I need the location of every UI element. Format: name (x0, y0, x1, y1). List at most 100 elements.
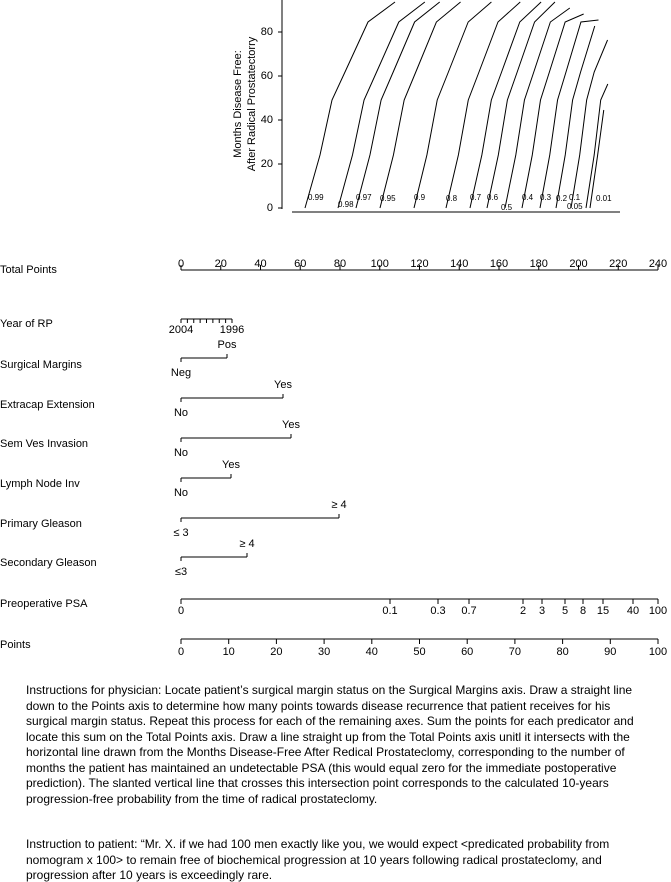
probability-curve (304, 1, 396, 209)
curve-label: 0.6 (487, 193, 499, 202)
axis-label: Preoperative PSA (0, 598, 88, 610)
predictor-low: ≤ 3 (173, 527, 188, 539)
predictor-label: Surgical Margins (0, 359, 82, 371)
predictor-high: Pos (218, 339, 237, 351)
predictor-low: No (174, 447, 188, 459)
axis-tick-label: 20 (270, 646, 282, 658)
probability-curve (379, 1, 461, 209)
predictor-high: 1996 (220, 324, 244, 336)
curve-label: 0.7 (470, 193, 482, 202)
axis-tick-label: 10 (223, 646, 235, 658)
probability-curve (445, 1, 521, 209)
axis-tick-label: 140 (450, 258, 468, 270)
predictor-low: No (174, 407, 188, 419)
axis-tick-label: 100 (371, 258, 389, 270)
probability-curve (504, 7, 571, 209)
axis-tick-label: 0 (178, 646, 184, 658)
axis-tick-label: 80 (556, 646, 568, 658)
y-axis-label: Months Disease Free: After Radical Prost… (232, 36, 258, 171)
curve-label: 0.95 (380, 194, 396, 203)
predictor-high: ≥ 4 (239, 538, 254, 550)
y-tick-label: 60 (261, 70, 273, 82)
axis-tick-label: 60 (294, 258, 306, 270)
curve-label: 0.4 (522, 193, 534, 202)
axis-tick-label: 15 (597, 605, 609, 617)
curve-label: 0.05 (567, 202, 583, 211)
curve-label: 0.3 (540, 193, 552, 202)
axis-tick-label: 0.7 (461, 605, 476, 617)
predictor-low: Neg (171, 367, 191, 379)
axis-tick-label: 180 (530, 258, 548, 270)
y-axis-label-line: After Radical Prostatectorry (246, 36, 258, 171)
axis-tick-label: 0.1 (382, 605, 397, 617)
predictor-high: Yes (282, 419, 300, 431)
y-tick-label: 20 (261, 158, 273, 170)
axis-tick-label: 160 (490, 258, 508, 270)
axis-tick-label: 3 (539, 605, 545, 617)
y-axis-label-line: Months Disease Free: (232, 50, 244, 158)
axis-tick-label: 90 (604, 646, 616, 658)
axis-tick-label: 20 (215, 258, 227, 270)
probability-curve (355, 1, 441, 209)
axis-tick-label: 70 (509, 646, 521, 658)
curve-label: 0.8 (446, 194, 458, 203)
predictor-label: Sem Ves Invasion (0, 438, 88, 450)
probability-curve (486, 1, 556, 209)
axis-tick-label: 120 (410, 258, 428, 270)
predictor-label: Primary Gleason (0, 518, 82, 530)
axis-tick-label: 40 (254, 258, 266, 270)
axis-tick-label: 0 (178, 258, 184, 270)
axis-tick-label: 200 (569, 258, 587, 270)
instructions-physician: Instructions for physician: Locate patie… (26, 683, 634, 806)
curve-label: 0.99 (308, 193, 324, 202)
curve-label: 0.01 (596, 194, 612, 203)
y-tick-label: 0 (267, 202, 273, 214)
predictor-label: Secondary Gleason (0, 557, 97, 569)
axis-label: Points (0, 639, 31, 651)
axis-tick-label: 100 (649, 605, 667, 617)
axis-tick-label: 0.3 (430, 605, 445, 617)
axis-tick-label: 0 (178, 605, 184, 617)
predictor-high: ≥ 4 (331, 499, 346, 511)
probability-curve (585, 83, 609, 209)
probability-curve (555, 25, 596, 209)
predictor-high: Yes (222, 459, 240, 471)
instructions-patient: Instruction to patient: “Mr. X. if we ha… (26, 837, 610, 882)
predictor-low: 2004 (169, 324, 193, 336)
axis-tick-label: 5 (562, 605, 568, 617)
predictor-label: Extracap Extension (0, 399, 95, 411)
axis-tick-label: 30 (318, 646, 330, 658)
predictor-low: No (174, 487, 188, 499)
predictor-label: Year of RP (0, 318, 53, 330)
curve-label: 0.5 (501, 203, 513, 212)
y-tick-label: 40 (261, 114, 273, 126)
probability-curve (337, 1, 426, 209)
axis-tick-label: 80 (334, 258, 346, 270)
curve-label: 0.1 (569, 193, 581, 202)
predictor-low: ≤3 (175, 566, 187, 578)
predictor-label: Lymph Node Inv (0, 478, 80, 490)
probability-curve (521, 13, 584, 209)
curve-label: 0.2 (556, 194, 568, 203)
axis-label: Total Points (0, 264, 57, 276)
axis-tick-label: 40 (627, 605, 639, 617)
axis-tick-label: 220 (609, 258, 627, 270)
axis-tick-label: 100 (649, 646, 667, 658)
axis-tick-label: 40 (366, 646, 378, 658)
probability-curve (413, 1, 492, 209)
axis-tick-label: 2 (520, 605, 526, 617)
axis-tick-label: 50 (413, 646, 425, 658)
axis-tick-label: 240 (649, 258, 667, 270)
curve-label: 0.9 (414, 193, 426, 202)
axis-tick-label: 8 (580, 605, 586, 617)
probability-curve (539, 19, 599, 209)
curve-label: 0.98 (338, 200, 354, 209)
probability-curve (570, 39, 609, 209)
probability-curve (469, 1, 542, 209)
probability-curve (589, 109, 605, 209)
axis-tick-label: 60 (461, 646, 473, 658)
y-tick-label: 80 (261, 26, 273, 38)
curve-label: 0.97 (356, 193, 372, 202)
nomogram: Months Disease Free: After Radical Prost… (0, 0, 667, 658)
